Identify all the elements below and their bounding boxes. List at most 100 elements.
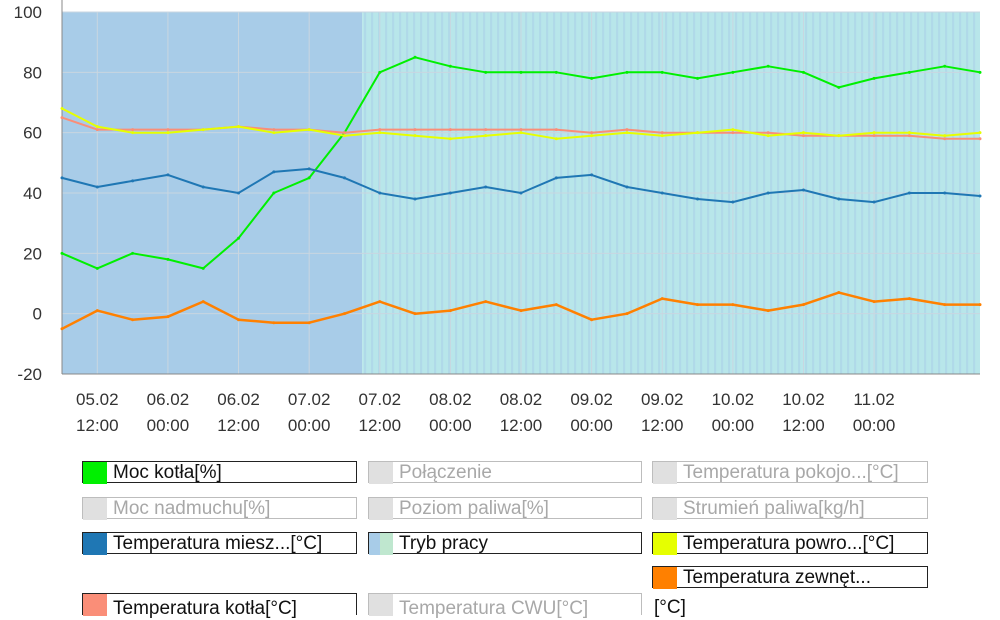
x-tick-label: 10.02 xyxy=(782,390,825,409)
series-point xyxy=(60,327,64,331)
series-point xyxy=(907,297,911,301)
series-point xyxy=(201,300,205,304)
series-point xyxy=(448,137,452,141)
x-tick-label: 10.02 xyxy=(712,390,755,409)
x-tick-label: 11.02 xyxy=(853,390,894,409)
series-point xyxy=(625,312,629,316)
series-point xyxy=(201,128,205,132)
series-point xyxy=(766,309,770,313)
series-point xyxy=(590,318,594,322)
legend-item-temperatura-powrotu[interactable]: Temperatura powro...[°C] xyxy=(652,532,928,555)
series-point xyxy=(696,131,700,135)
series-point xyxy=(554,137,558,141)
series-point xyxy=(272,170,276,174)
series-point xyxy=(413,312,417,316)
legend-item-tryb-pracy[interactable]: Tryb pracy xyxy=(368,532,642,555)
legend-item-temperatura-pokojowa[interactable]: Temperatura pokojo...[°C] xyxy=(652,461,928,484)
series-point xyxy=(907,191,911,195)
series-point xyxy=(943,64,947,68)
legend-item-temperatura-cwu[interactable]: Temperatura CWU[°C] xyxy=(368,593,642,619)
series-point xyxy=(766,64,770,68)
legend-item-moc-nadmuchu[interactable]: Moc nadmuchu[%] xyxy=(82,497,357,520)
y-tick-label: 60 xyxy=(23,124,42,143)
series-point xyxy=(554,303,558,307)
series-point xyxy=(448,128,452,132)
chart-series xyxy=(60,55,982,331)
legend-item-polaczenie[interactable]: Połączenie xyxy=(368,461,642,484)
y-axis: 100 80 60 40 20 0 -20 xyxy=(14,3,42,384)
legend-item-strumien-paliwa[interactable]: Strumień paliwa[kg/h] xyxy=(652,497,928,520)
series-point xyxy=(307,128,311,132)
y-tick-label: 100 xyxy=(14,3,42,22)
series-point xyxy=(625,131,629,135)
x-tick-label: 12:00 xyxy=(358,416,401,435)
series-point xyxy=(801,188,805,192)
x-tick-label: 12:00 xyxy=(500,416,543,435)
legend-label: Tryb pracy xyxy=(399,533,489,554)
series-point xyxy=(837,85,841,89)
legend-label: Poziom paliwa[%] xyxy=(399,498,549,519)
series-point xyxy=(166,173,170,177)
x-tick-label: 12:00 xyxy=(217,416,260,435)
series-point xyxy=(801,131,805,135)
series-point xyxy=(872,300,876,304)
x-tick-label: 08.02 xyxy=(429,390,472,409)
series-point xyxy=(166,257,170,261)
series-point xyxy=(766,131,770,135)
series-point xyxy=(60,176,64,180)
series-point xyxy=(625,185,629,189)
x-tick-label: 09.02 xyxy=(641,390,684,409)
series-point xyxy=(978,70,982,74)
series-point xyxy=(378,131,382,135)
series-point xyxy=(166,315,170,319)
series-point xyxy=(554,176,558,180)
series-point xyxy=(943,137,947,141)
series-point xyxy=(413,55,417,59)
series-point xyxy=(872,134,876,138)
legend-item-temperatura-kotla[interactable]: Temperatura kotła[°C] xyxy=(82,593,357,619)
series-point xyxy=(378,300,382,304)
series-point xyxy=(943,134,947,138)
legend-item-poziom-paliwa[interactable]: Poziom paliwa[%] xyxy=(368,497,642,520)
legend-item-moc-kotla[interactable]: Moc kotła[%] xyxy=(82,461,357,484)
legend-item-temperatura-zewnetrzna[interactable]: Temperatura zewnęt... xyxy=(652,566,928,589)
legend-swatch xyxy=(83,462,107,484)
legend-item-temperatura-mieszacza[interactable]: Temperatura miesz...[°C] xyxy=(82,532,357,555)
series-point xyxy=(731,200,735,204)
series-point xyxy=(731,70,735,74)
legend-label: Temperatura pokojo...[°C] xyxy=(683,462,899,483)
series-point xyxy=(342,134,346,138)
series-point xyxy=(590,76,594,80)
legend-label: Połączenie xyxy=(399,462,492,483)
series-point xyxy=(590,134,594,138)
legend-swatch xyxy=(653,462,677,484)
x-tick-label: 12:00 xyxy=(76,416,119,435)
series-point xyxy=(60,251,64,255)
series-point xyxy=(342,131,346,135)
x-tick-label: 05.02 xyxy=(76,390,119,409)
series-point xyxy=(272,191,276,195)
x-tick-label: 07.02 xyxy=(288,390,331,409)
series-point xyxy=(766,134,770,138)
y-tick-label: 40 xyxy=(23,184,42,203)
series-point xyxy=(131,318,135,322)
series-point xyxy=(131,128,135,132)
series-point xyxy=(590,131,594,135)
series-point xyxy=(95,309,99,313)
series-point xyxy=(590,173,594,177)
legend-swatch xyxy=(653,533,677,555)
legend-label: Strumień paliwa[kg/h] xyxy=(683,498,865,519)
series-point xyxy=(237,191,241,195)
series-point xyxy=(413,197,417,201)
legend-swatch xyxy=(369,462,393,484)
series-point xyxy=(519,191,523,195)
series-point xyxy=(484,128,488,132)
y-tick-label: 20 xyxy=(23,244,42,263)
legend-label: Temperatura zewnęt... xyxy=(683,567,871,588)
legend-label: Temperatura kotła[°C] xyxy=(113,598,297,619)
series-point xyxy=(307,321,311,325)
legend-label: Moc kotła[%] xyxy=(113,462,222,483)
x-tick-label: 06.02 xyxy=(147,390,190,409)
series-point xyxy=(378,191,382,195)
series-point xyxy=(872,200,876,204)
